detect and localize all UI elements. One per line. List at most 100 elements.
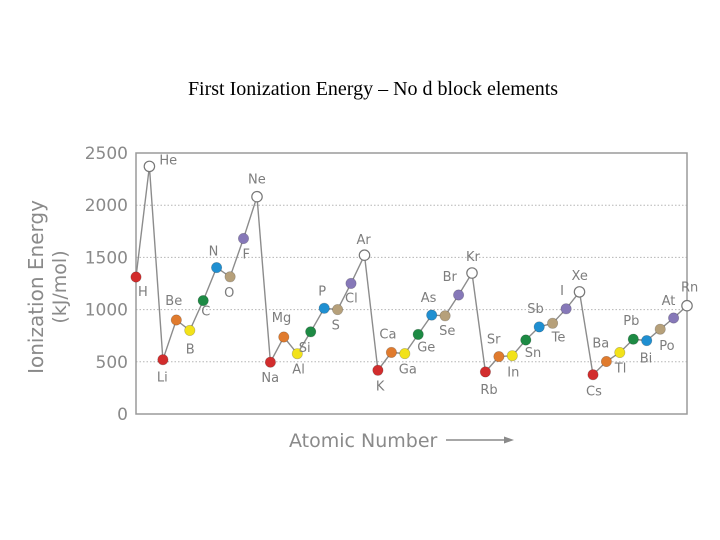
label-sr: Sr	[487, 333, 501, 348]
point-h	[130, 271, 142, 283]
label-ge: Ge	[417, 340, 435, 355]
point-he	[143, 160, 156, 173]
label-s: S	[332, 319, 340, 334]
label-p: P	[318, 284, 326, 299]
label-te: Te	[551, 330, 566, 345]
point-k	[372, 364, 384, 376]
point-ga	[399, 348, 411, 360]
point-at	[668, 312, 680, 324]
point-al	[291, 348, 303, 360]
point-cs	[587, 369, 599, 381]
point-pb	[627, 333, 639, 345]
label-pb: Pb	[623, 314, 639, 329]
point-sb	[533, 321, 545, 333]
point-o	[224, 271, 236, 283]
slide-title: First Ionization Energy – No d block ele…	[187, 78, 559, 100]
point-bi	[641, 335, 653, 347]
label-ga: Ga	[399, 363, 417, 378]
label-f: F	[243, 248, 250, 263]
label-i: I	[560, 284, 564, 299]
label-rb: Rb	[480, 383, 497, 398]
point-se	[439, 310, 451, 322]
label-cl: Cl	[345, 291, 358, 306]
point-te	[547, 317, 559, 329]
label-b: B	[186, 342, 195, 357]
label-ca: Ca	[379, 327, 396, 342]
label-k: K	[376, 379, 385, 394]
point-ne	[251, 190, 263, 203]
y-tick-label: 2000	[85, 196, 128, 216]
point-s	[332, 304, 344, 316]
point-ge	[412, 328, 424, 340]
label-c: C	[201, 305, 210, 320]
label-ar: Ar	[357, 233, 372, 248]
x-axis-arrow	[446, 436, 514, 444]
label-be: Be	[165, 294, 182, 309]
label-mg: Mg	[272, 311, 291, 326]
label-al: Al	[292, 363, 305, 378]
label-kr: Kr	[466, 250, 481, 265]
label-li: Li	[157, 371, 168, 386]
y-tick-label: 1500	[85, 248, 128, 268]
point-si	[305, 326, 317, 338]
label-at: At	[662, 294, 676, 309]
label-xe: Xe	[572, 269, 588, 284]
label-rn: Rn	[681, 281, 698, 296]
label-ne: Ne	[248, 173, 266, 188]
point-ar	[358, 249, 371, 261]
point-li	[157, 354, 169, 366]
label-he: He	[159, 153, 177, 168]
point-po	[654, 323, 666, 335]
point-xe	[573, 286, 586, 298]
label-cs: Cs	[586, 385, 602, 400]
y-tick-label: 500	[96, 353, 128, 373]
point-f	[238, 233, 250, 245]
point-i	[560, 303, 572, 315]
grid-lines	[136, 204, 687, 363]
point-rn	[681, 299, 693, 312]
label-h: H	[138, 285, 148, 300]
point-in	[506, 350, 518, 362]
point-c	[197, 295, 209, 307]
point-kr	[466, 267, 478, 279]
label-na: Na	[261, 371, 279, 386]
label-as: As	[421, 291, 437, 306]
point-br	[453, 289, 465, 301]
y-tick-label: 0	[117, 405, 128, 425]
label-ba: Ba	[592, 337, 609, 352]
point-sn	[520, 334, 532, 346]
x-axis-title: Atomic Number	[289, 430, 438, 452]
point-be	[170, 314, 182, 326]
y-axis-title-line2: (kJ/mol)	[49, 250, 71, 323]
point-ba	[600, 355, 612, 367]
y-tick-label: 1000	[85, 301, 128, 321]
y-axis-title-line1: Ionization Energy	[24, 200, 48, 374]
point-ca	[385, 346, 397, 358]
label-sn: Sn	[525, 346, 542, 361]
y-tick-labels: 0 500 1000 1500 2000 2500	[85, 144, 128, 425]
label-bi: Bi	[640, 352, 653, 367]
point-sr	[493, 351, 505, 363]
label-sb: Sb	[527, 302, 544, 317]
y-tick-label: 2500	[85, 144, 128, 164]
point-mg	[278, 331, 290, 343]
point-as	[426, 309, 438, 321]
plot-frame	[135, 152, 688, 415]
point-p	[318, 302, 330, 314]
point-na	[264, 356, 276, 368]
label-br: Br	[443, 270, 458, 285]
point-n	[211, 262, 223, 274]
label-se: Se	[439, 324, 455, 339]
point-b	[184, 324, 196, 336]
point-cl	[345, 277, 357, 289]
label-tl: Tl	[614, 362, 627, 377]
label-po: Po	[659, 339, 674, 354]
label-si: Si	[299, 341, 311, 356]
label-n: N	[209, 245, 219, 260]
point-tl	[614, 346, 626, 358]
point-rb	[479, 366, 491, 378]
label-o: O	[224, 286, 234, 301]
data-points	[130, 160, 693, 381]
